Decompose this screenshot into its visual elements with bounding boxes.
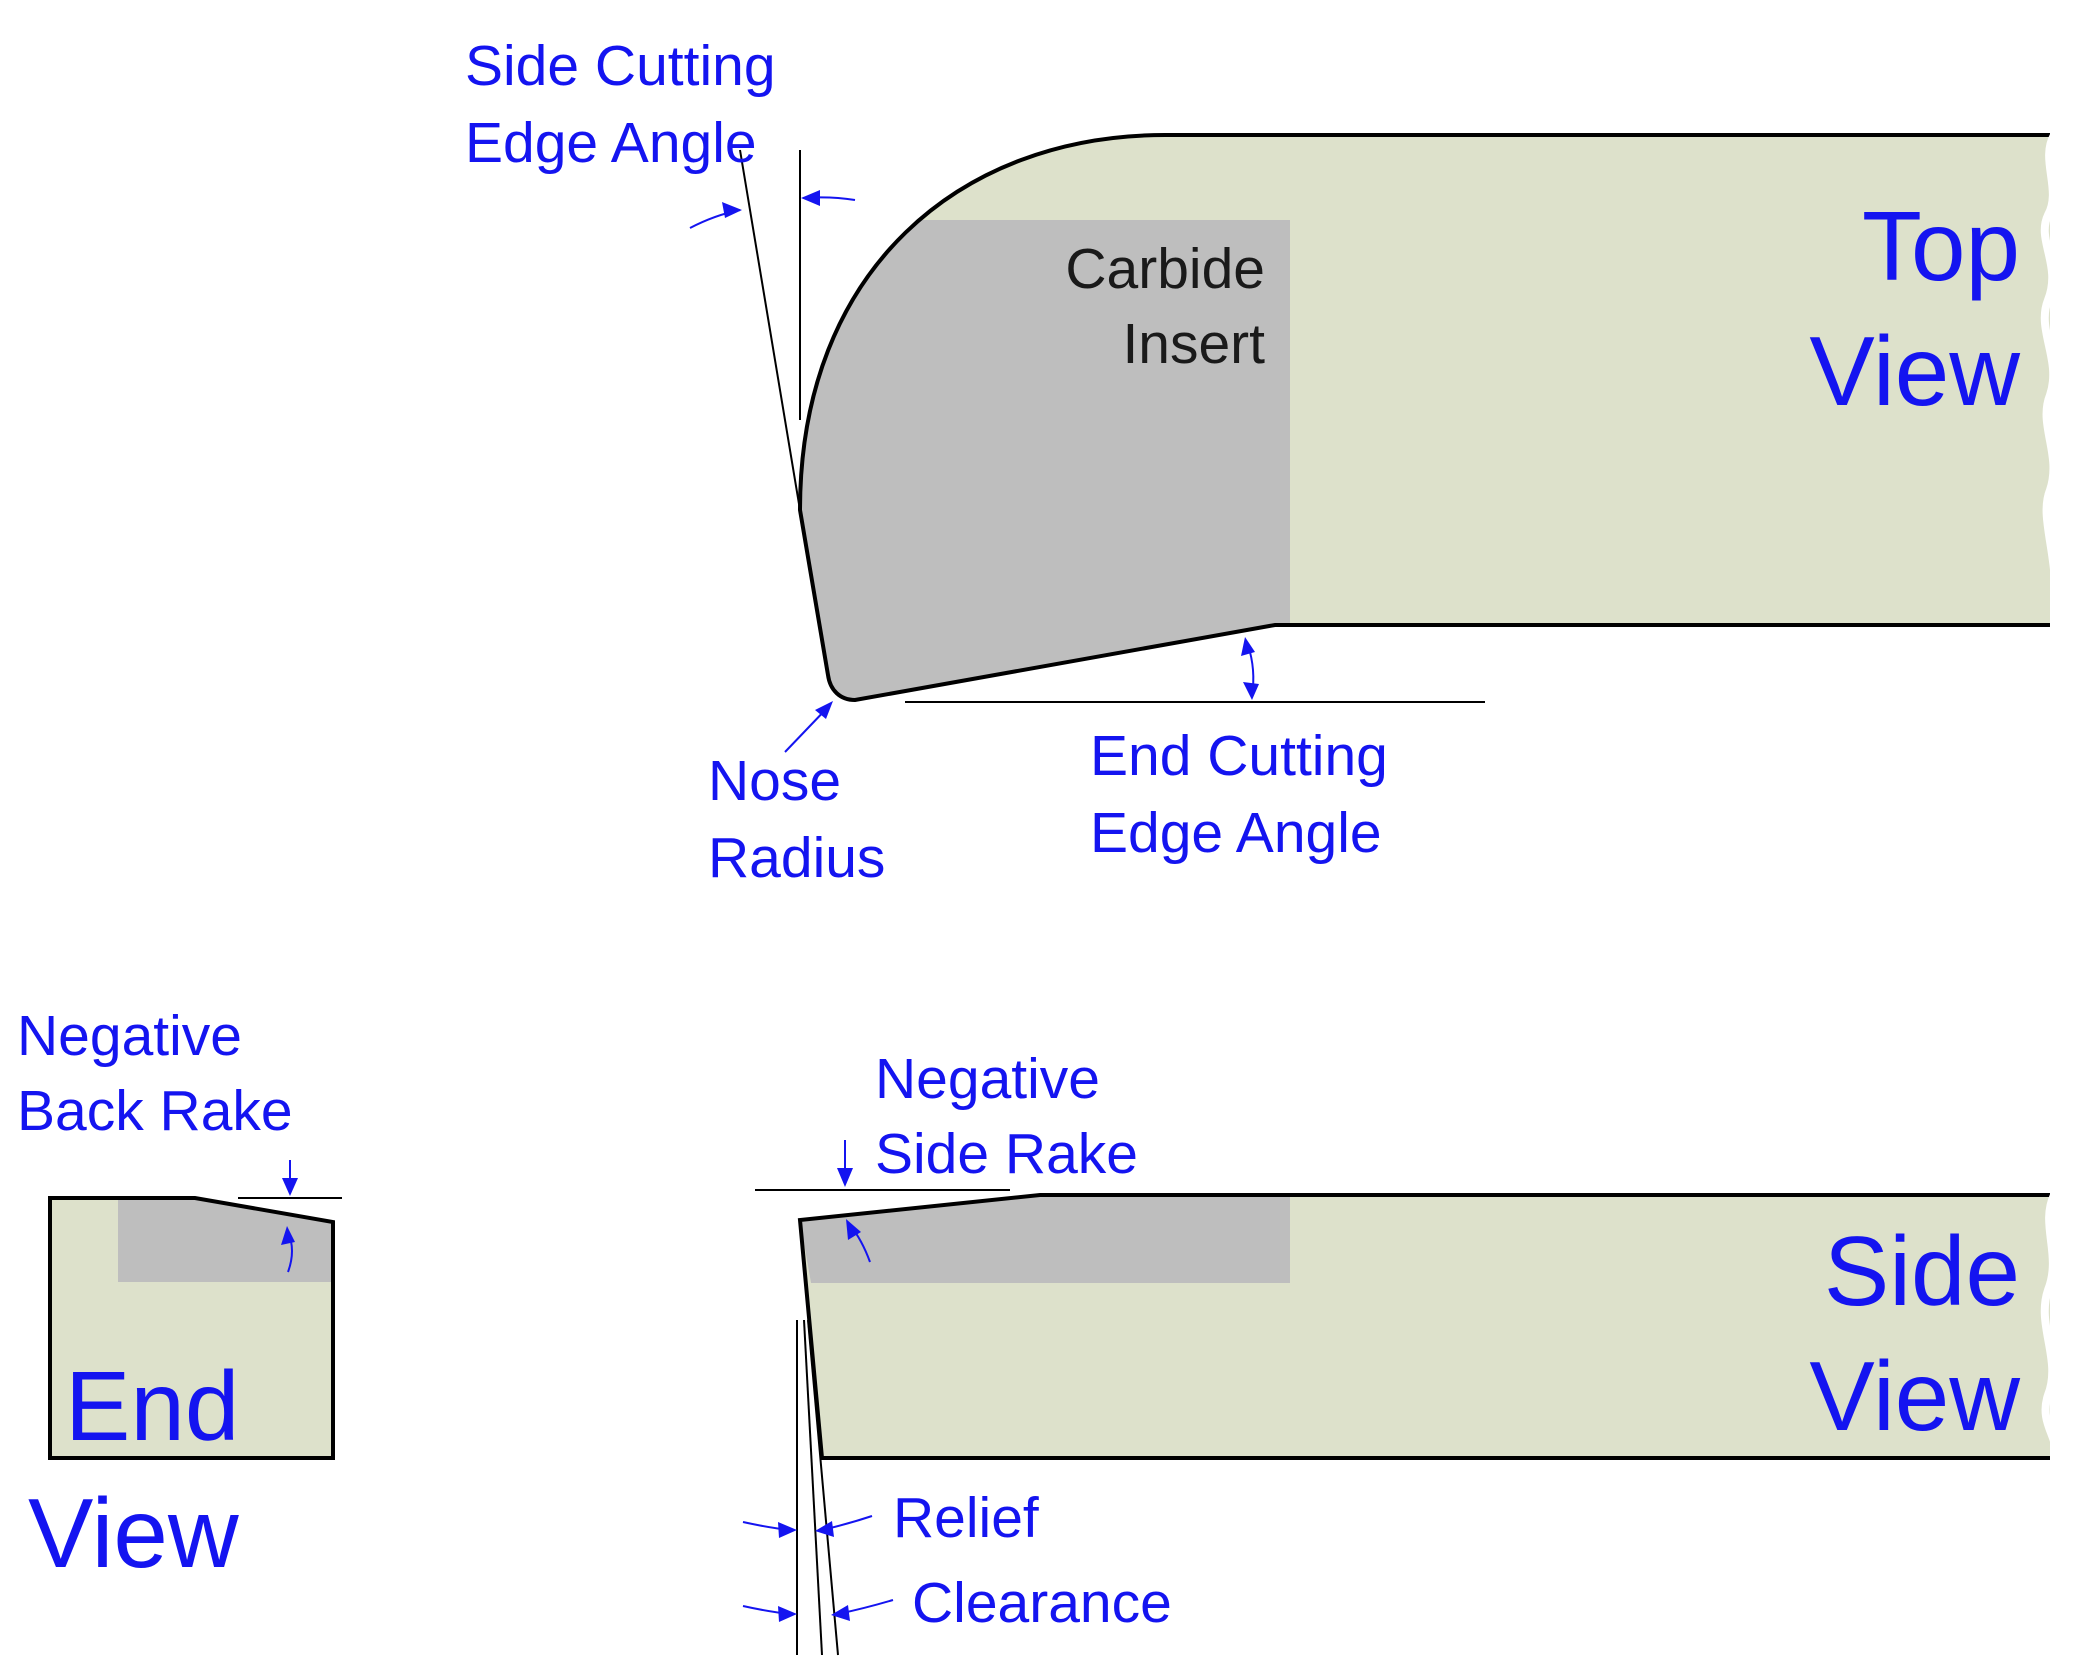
negative-side-rake-label-line1: Negative [875,1047,1100,1111]
side-view: Negative Side Rake Relief Clearance Side… [742,1047,2060,1656]
top-view-break-edge [2040,133,2060,626]
negative-back-rake-label-line2: Back Rake [17,1079,293,1143]
top-view-title-line1: Top [1862,191,2020,301]
end-view-carbide-insert [118,1198,333,1282]
side-cutting-edge-angle-marker [689,149,856,511]
nose-radius-label-line1: Nose [708,749,841,813]
nose-radius-label-line2: Radius [708,826,885,890]
end-view-title-line1: End [65,1351,239,1461]
side-view-carbide-insert [800,1195,1290,1283]
side-view-outline [797,1193,2050,1460]
end-cutting-edge-angle-marker [905,637,1485,703]
end-cutting-edge-angle-label-line2: Edge Angle [1090,801,1382,865]
side-view-title-line2: View [1809,1341,2021,1451]
top-view-outline [797,133,2050,703]
carbide-insert-label-line2: Insert [1122,312,1265,376]
end-view-title-line2: View [28,1478,240,1588]
negative-back-rake-label-line1: Negative [17,1004,242,1068]
top-view: Top View Carbide Insert Side Cutting Edg… [465,34,2060,890]
nose-radius-marker [784,701,833,753]
negative-back-rake-marker [238,1160,342,1273]
end-view-outline [48,1196,335,1460]
relief-clearance-marker [742,1319,894,1656]
top-view-title-line2: View [1809,316,2021,426]
carbide-insert-label-line1: Carbide [1065,237,1265,301]
end-cutting-edge-angle-label-line1: End Cutting [1090,724,1388,788]
negative-side-rake-label-line2: Side Rake [875,1122,1138,1186]
clearance-label: Clearance [912,1571,1172,1635]
side-cutting-edge-angle-label-line2: Edge Angle [465,111,757,175]
relief-label: Relief [893,1486,1039,1550]
negative-side-rake-marker [755,1140,1010,1263]
side-cutting-edge-angle-label-line1: Side Cutting [465,34,776,98]
top-view-carbide-insert [800,220,1290,700]
side-view-break-edge [2040,1193,2060,1460]
side-view-title-line1: Side [1824,1216,2020,1326]
end-view: Negative Back Rake End View [17,1004,342,1588]
